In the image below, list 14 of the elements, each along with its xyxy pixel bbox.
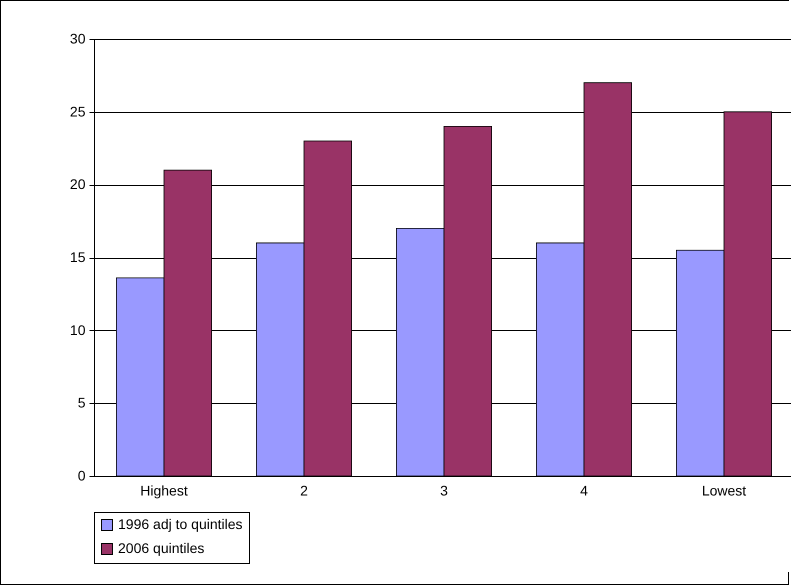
y-tick-label: 10	[70, 322, 86, 338]
y-tick-label: 0	[78, 468, 86, 484]
y-tick-label: 15	[70, 249, 86, 265]
y-tick-label: 30	[70, 30, 86, 46]
y-tick-label: 25	[70, 103, 86, 120]
y-tick-label: 20	[70, 176, 86, 192]
legend-label: 1996 adj to quintiles	[118, 516, 243, 532]
legend-label: 2006 quintiles	[118, 540, 204, 556]
x-tick-label: 4	[580, 482, 588, 498]
x-tick-label: 3	[440, 482, 448, 498]
x-tick-label: 2	[300, 482, 308, 498]
x-tick-label: Lowest	[702, 482, 746, 498]
x-tick-label: Highest	[140, 482, 188, 498]
y-tick-label: 5	[78, 394, 86, 411]
